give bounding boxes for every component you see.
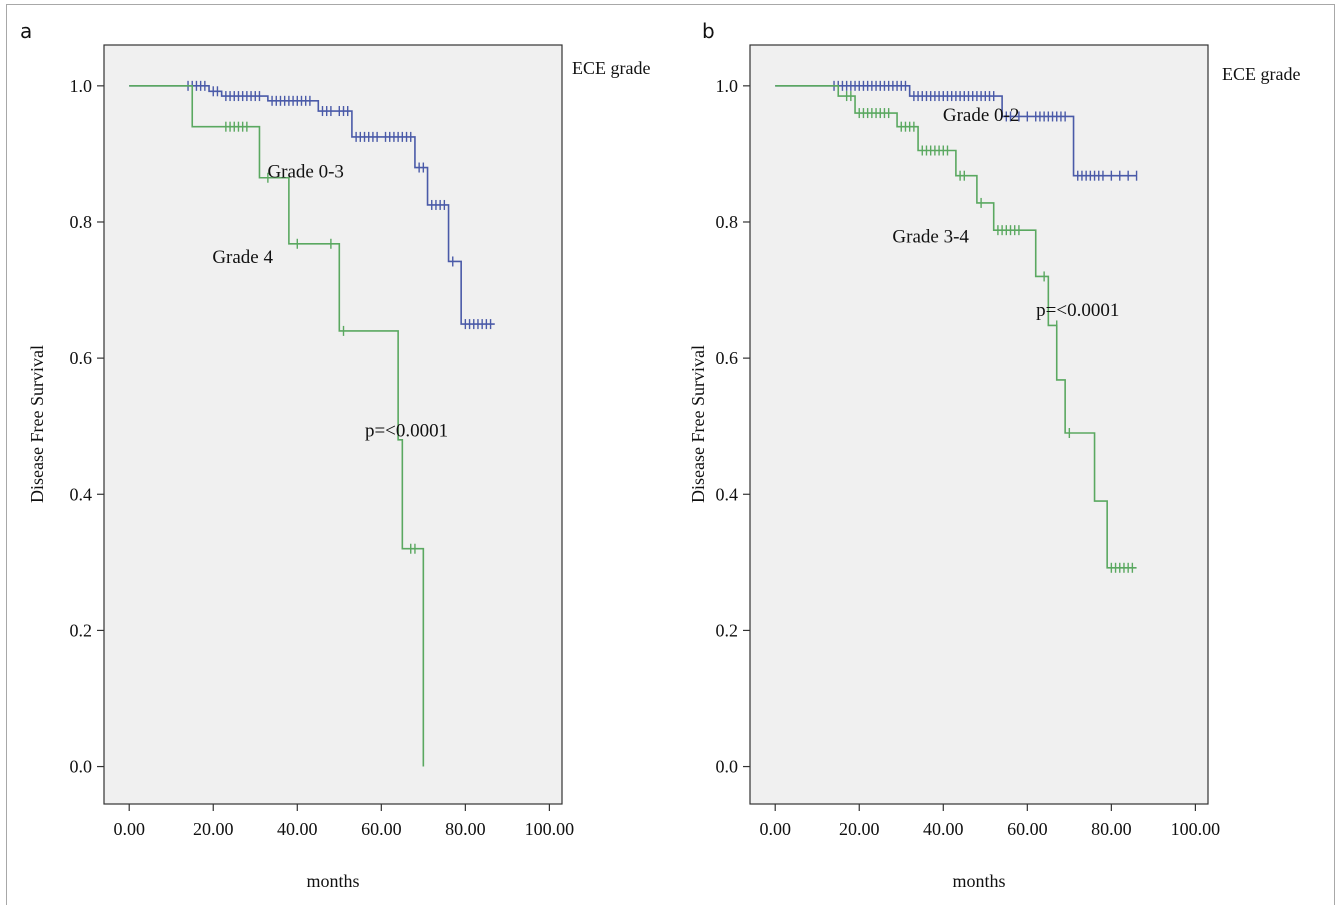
- panel-a-x-label: months: [306, 871, 359, 891]
- panel-a-series-2-line: [129, 85, 425, 767]
- panel-b-annotation: Grade 3-4: [892, 226, 969, 247]
- panel-a-y-tick-label: 0.0: [70, 757, 93, 777]
- panel-a-x-tick-label: 0.00: [113, 819, 145, 839]
- panel-b-x-tick-label: 60.00: [1007, 819, 1048, 839]
- panel-a-y-tick-label: 1.0: [70, 76, 93, 96]
- panel-a-y-tick-label: 0.4: [70, 484, 93, 504]
- panel-a-axes: 0.00 20.00 40.00 60.00 80.00 100.00 0.0 0.2 0.4 0…: [70, 76, 575, 839]
- panel-b-x-tick-label: 40.00: [923, 819, 964, 839]
- panel-b-x-tick-label: 80.00: [1091, 819, 1132, 839]
- panel-a-y-tick-label: 0.6: [70, 348, 93, 368]
- panel-a-annotation: p=<0.0001: [365, 420, 448, 441]
- panel-b-annotation: p=<0.0001: [1036, 300, 1119, 321]
- panel-a-plot: Grade 0-3 Grade 4 p=<0.0001: [129, 80, 495, 767]
- panel-a-series-1-line: [129, 85, 495, 325]
- panel-a-legend-title: ECE grade: [572, 58, 650, 78]
- panel-b-letter: b: [702, 19, 715, 43]
- panel-b-legend-title: ECE grade: [1222, 64, 1300, 84]
- panel-b: b 0.00 20.00 40.00 60.00 80.00 100.000.00.20.…: [688, 19, 1300, 891]
- panel-b-annotation: Grade 0-2: [943, 105, 1020, 126]
- panel-a-x-tick-label: 20.00: [193, 819, 234, 839]
- panel-b-y-tick-label: 0.0: [716, 757, 739, 777]
- panel-a-x-tick-label: 40.00: [277, 819, 318, 839]
- panel-b-axes: 0.00 20.00 40.00 60.00 80.00 100.00 0.0 0.2 0.4 0…: [716, 76, 1221, 839]
- panel-b-series-1-line: [775, 85, 1137, 177]
- panel-a-x-tick-label: 100.00: [525, 819, 575, 839]
- panel-a-y-label: Disease Free Survival: [27, 345, 47, 503]
- panel-a-y-tick-label: 0.2: [70, 620, 93, 640]
- panel-b-plot: Grade 0-2 Grade 3-4 p=<0.0001: [775, 80, 1138, 573]
- panel-b-y-tick-label: 1.0: [716, 76, 739, 96]
- panel-b-y-tick-label: 0.8: [716, 212, 739, 232]
- panel-b-y-label: Disease Free Survival: [688, 345, 708, 503]
- panel-a-x-tick-label: 80.00: [445, 819, 486, 839]
- panel-b-x-tick-label: 20.00: [839, 819, 880, 839]
- panel-a-plot-area: [103, 44, 563, 805]
- panel-a-letter: a: [20, 19, 32, 43]
- panel-b-x-tick-label: 0.00: [759, 819, 791, 839]
- panel-a: a 0.00 20.00 40.00 60.00 80.00 100.000.00.20.…: [20, 19, 650, 891]
- panel-a-y-tick-label: 0.8: [70, 212, 93, 232]
- panel-a-annotation: Grade 0-3: [267, 162, 344, 183]
- panel-b-x-label: months: [952, 871, 1005, 891]
- panel-b-y-tick-label: 0.4: [716, 484, 739, 504]
- panel-a-annotation: Grade 4: [212, 247, 273, 268]
- panel-b-plot-area: [749, 44, 1209, 805]
- panel-b-y-tick-label: 0.2: [716, 620, 739, 640]
- panel-b-x-tick-label: 100.00: [1171, 819, 1221, 839]
- panel-b-y-tick-label: 0.6: [716, 348, 739, 368]
- panel-a-x-tick-label: 60.00: [361, 819, 402, 839]
